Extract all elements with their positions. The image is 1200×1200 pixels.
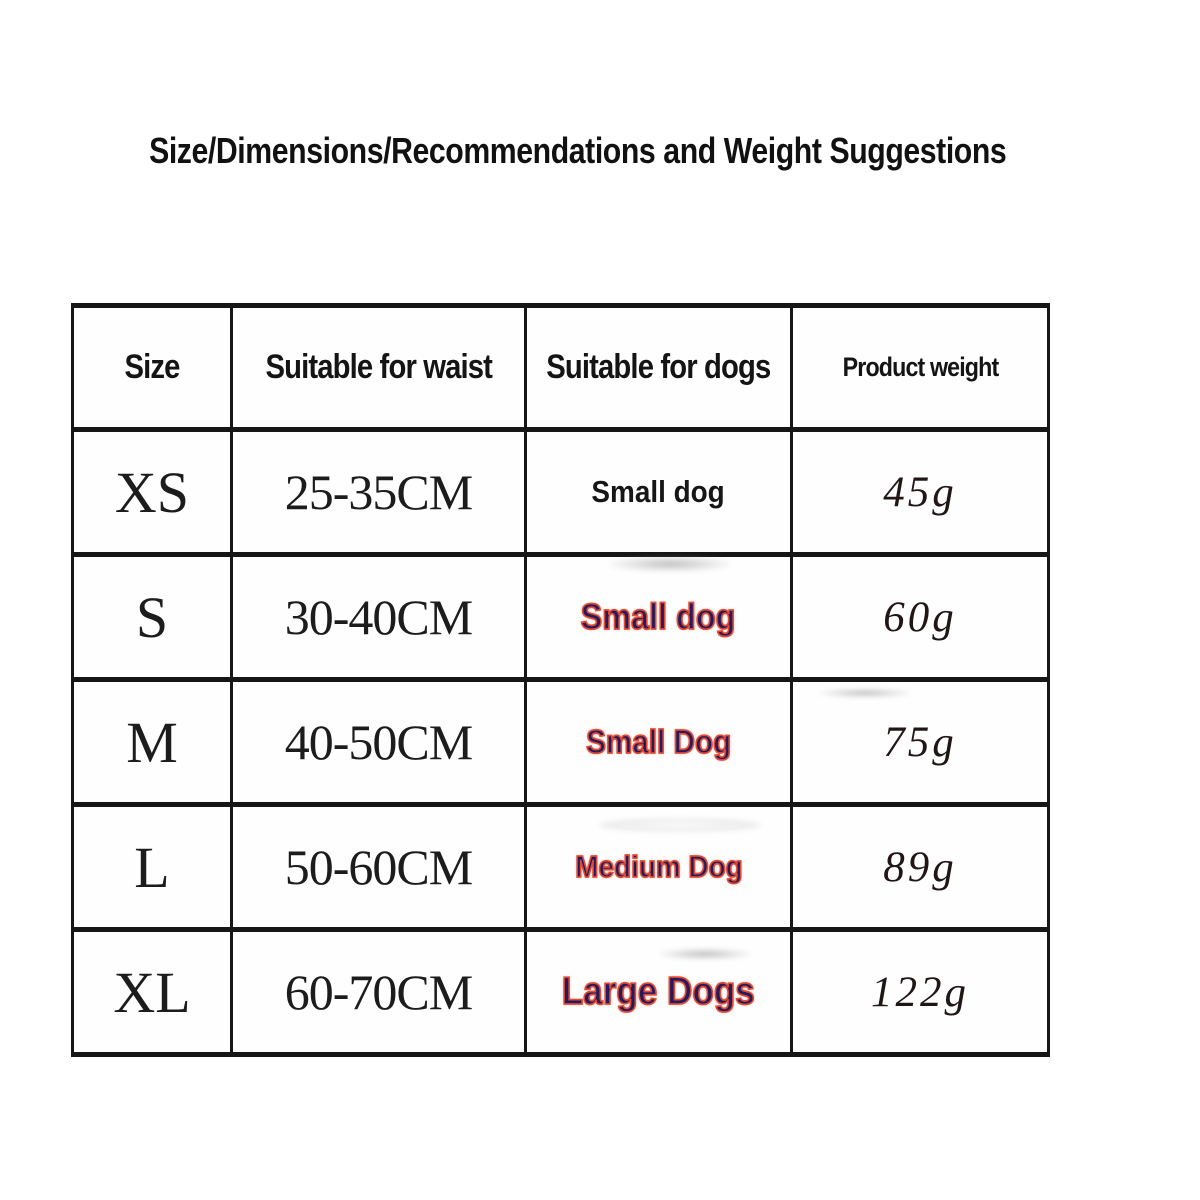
size-chart-table: Size Suitable for waist Suitable for dog… [71, 303, 1050, 1057]
dogs-value: Small dog [524, 427, 793, 557]
dogs-value: Medium Dog [524, 802, 793, 932]
waist-value: 50-60CM [230, 802, 527, 932]
column-header-waist-label: Suitable for waist [265, 348, 492, 386]
column-header-dogs: Suitable for dogs [524, 303, 793, 432]
weight-value: 45g [790, 427, 1050, 557]
dogs-value-label: Large Dogs [561, 969, 756, 1014]
dogs-value-label: Small dog [591, 474, 726, 509]
weight-value: 75g [790, 677, 1050, 807]
waist-value: 30-40CM [230, 552, 527, 682]
dogs-value: Small Dog [524, 677, 793, 807]
table-row-xs: XS 25-35CM Small dog 45g [71, 427, 1050, 557]
column-header-dogs-label: Suitable for dogs [546, 348, 771, 386]
column-header-weight: Product weight [790, 303, 1050, 432]
table-row-l: L 50-60CM Medium Dog 89g [71, 802, 1050, 932]
dogs-value-label: Medium Dog [574, 848, 743, 885]
table-header-row: Size Suitable for waist Suitable for dog… [71, 303, 1050, 432]
column-header-waist: Suitable for waist [230, 303, 527, 432]
dogs-value: Small dog [524, 552, 793, 682]
weight-value: 122g [790, 927, 1050, 1057]
dogs-value-label: Small Dog [585, 722, 732, 761]
size-value: L [71, 802, 233, 932]
column-header-size-label: Size [124, 348, 180, 386]
weight-value: 60g [790, 552, 1050, 682]
table-row-s: S 30-40CM Small dog 60g [71, 552, 1050, 682]
dogs-value: Large Dogs [524, 927, 793, 1057]
page-title: Size/Dimensions/Recommendations and Weig… [149, 130, 1007, 171]
size-value: XL [71, 927, 233, 1057]
waist-value: 25-35CM [230, 427, 527, 557]
column-header-size: Size [71, 303, 233, 432]
waist-value: 60-70CM [230, 927, 527, 1057]
dogs-value-label: Small dog [580, 595, 736, 638]
size-value: M [71, 677, 233, 807]
size-value: XS [71, 427, 233, 557]
waist-value: 40-50CM [230, 677, 527, 807]
size-value: S [71, 552, 233, 682]
column-header-weight-label: Product weight [842, 352, 999, 382]
weight-value: 89g [790, 802, 1050, 932]
table-row-m: M 40-50CM Small Dog 75g [71, 677, 1050, 807]
table-row-xl: XL 60-70CM Large Dogs 122g [71, 927, 1050, 1057]
